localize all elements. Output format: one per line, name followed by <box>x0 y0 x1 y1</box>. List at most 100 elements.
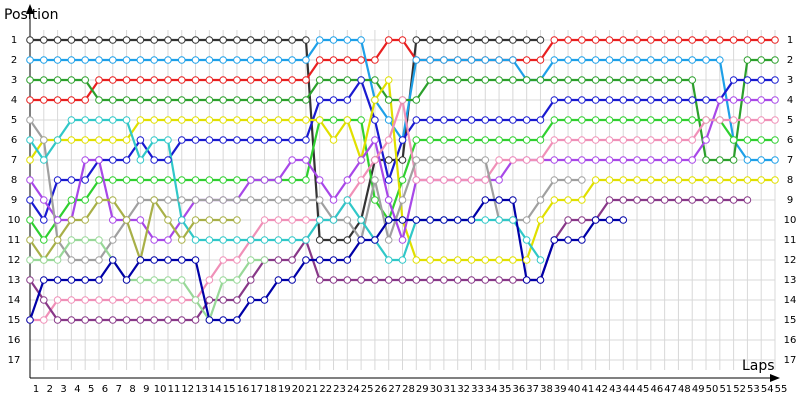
lap-marker <box>716 176 724 184</box>
lap-marker <box>108 236 117 244</box>
lap-marker <box>260 76 269 84</box>
lap-marker <box>467 256 476 264</box>
lap-marker <box>440 156 448 164</box>
lap-marker <box>605 96 614 104</box>
x-tick-label: 47 <box>664 384 677 395</box>
lap-marker <box>440 136 448 144</box>
lap-marker <box>39 256 48 264</box>
lap-marker <box>578 76 586 84</box>
lap-marker <box>95 256 103 264</box>
y-tick-label: 11 <box>8 235 21 246</box>
lap-marker <box>26 216 34 224</box>
lap-marker <box>536 136 545 144</box>
lap-marker <box>757 96 766 104</box>
x-tick-label: 45 <box>637 384 650 395</box>
lap-marker <box>771 56 779 64</box>
lap-marker <box>67 216 76 224</box>
lap-marker <box>302 96 310 104</box>
y-tick-label-right: 7 <box>787 155 793 166</box>
y-tick-label: 4 <box>11 95 17 106</box>
y-tick-label: 9 <box>11 195 17 206</box>
lap-marker <box>426 36 434 44</box>
x-tick-label: 35 <box>499 384 512 395</box>
y-tick-label-right: 16 <box>784 335 797 346</box>
lap-marker <box>729 96 738 104</box>
lap-marker <box>647 156 655 164</box>
x-tick-label: 5 <box>88 384 94 395</box>
lap-marker <box>53 256 62 264</box>
lap-marker <box>564 96 572 104</box>
lap-marker <box>53 176 62 184</box>
x-tick-label: 14 <box>209 384 222 395</box>
lap-marker <box>605 136 614 144</box>
lap-marker <box>95 316 103 324</box>
lap-marker <box>81 236 89 244</box>
lap-marker <box>633 176 641 184</box>
lap-marker <box>371 276 379 284</box>
lap-marker <box>302 156 310 164</box>
lap-marker <box>274 196 283 204</box>
lap-marker <box>578 236 586 244</box>
x-tick-label: 39 <box>554 384 567 395</box>
x-tick-label: 9 <box>143 384 149 395</box>
lap-marker <box>578 216 586 224</box>
lap-marker <box>743 156 752 164</box>
lap-marker <box>233 196 241 204</box>
x-tick-label: 36 <box>513 384 526 395</box>
lap-marker <box>164 276 172 284</box>
lap-marker <box>288 276 296 284</box>
lap-marker <box>343 36 352 44</box>
lap-marker <box>122 96 131 104</box>
lap-marker <box>591 96 600 104</box>
lap-marker <box>177 216 186 224</box>
lap-marker <box>674 96 683 104</box>
lap-marker <box>453 256 462 264</box>
lap-marker <box>150 196 158 204</box>
lap-marker <box>81 216 89 224</box>
lap-marker <box>26 136 34 144</box>
lap-marker <box>164 36 172 44</box>
lap-marker <box>591 176 600 184</box>
lap-marker <box>536 196 545 204</box>
lap-marker <box>108 136 117 144</box>
lap-marker <box>398 136 407 144</box>
lap-marker <box>440 176 448 184</box>
lap-marker <box>509 116 517 124</box>
lap-marker <box>53 236 62 244</box>
lap-marker <box>467 36 476 44</box>
lap-marker <box>660 96 669 104</box>
lap-marker <box>771 96 779 104</box>
lap-marker <box>26 176 34 184</box>
lap-marker <box>95 36 103 44</box>
lap-marker <box>39 276 48 284</box>
lap-marker <box>26 196 34 204</box>
lap-marker <box>509 76 517 84</box>
lap-marker <box>177 96 186 104</box>
y-tick-label: 13 <box>8 275 21 286</box>
lap-marker <box>674 36 683 44</box>
lap-marker <box>233 296 241 304</box>
lap-marker <box>398 36 407 44</box>
lap-marker <box>412 216 421 224</box>
lap-marker <box>357 276 365 284</box>
lap-marker <box>95 276 103 284</box>
lap-marker <box>522 36 531 44</box>
lap-marker <box>302 256 310 264</box>
lap-marker <box>467 156 476 164</box>
lap-marker <box>315 256 324 264</box>
lap-marker <box>550 116 559 124</box>
lap-marker <box>122 56 131 64</box>
lap-marker <box>453 56 462 64</box>
lap-marker <box>136 96 145 104</box>
lap-marker <box>329 216 338 224</box>
lap-marker <box>536 116 545 124</box>
lap-marker <box>619 116 628 124</box>
lap-marker <box>26 96 34 104</box>
lap-marker <box>122 276 131 284</box>
lap-marker <box>619 96 628 104</box>
lap-marker <box>619 76 628 84</box>
lap-marker <box>509 256 517 264</box>
lap-marker <box>357 216 365 224</box>
lap-marker <box>274 256 283 264</box>
lap-marker <box>426 276 434 284</box>
